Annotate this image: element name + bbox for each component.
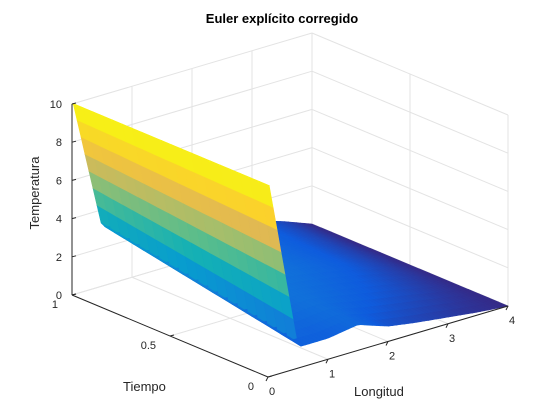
y-tick-mark bbox=[505, 305, 509, 311]
z-axis-label: Temperatura bbox=[27, 156, 42, 230]
z-tick-mark bbox=[71, 255, 77, 258]
z-tick-label: 10 bbox=[50, 99, 62, 111]
x-tick-mark bbox=[267, 375, 273, 378]
z-tick-label: 0 bbox=[56, 290, 62, 302]
grid-line bbox=[71, 32, 313, 105]
z-tick-label: 6 bbox=[56, 175, 62, 187]
grid-line bbox=[311, 32, 509, 116]
x-tick-mark bbox=[169, 334, 175, 337]
y-tick-mark bbox=[325, 359, 329, 364]
y-tick-mark bbox=[265, 376, 269, 382]
z-tick-mark bbox=[71, 178, 77, 181]
z-tick-mark bbox=[71, 293, 77, 296]
x-axis-label: Tiempo bbox=[123, 379, 166, 394]
z-tick-mark bbox=[71, 102, 77, 105]
z-tick-mark bbox=[71, 140, 77, 143]
x-tick-label: 0 bbox=[248, 381, 254, 393]
y-axis-label: Longitud bbox=[354, 384, 404, 399]
y-tick-mark bbox=[385, 341, 389, 346]
x-tick-label: 0.5 bbox=[141, 340, 156, 352]
z-tick-mark bbox=[71, 217, 77, 220]
z-tick-label: 4 bbox=[56, 214, 62, 226]
z-tick-label: 2 bbox=[56, 252, 62, 264]
y-tick-label: 2 bbox=[389, 351, 395, 363]
axis-lines bbox=[71, 102, 509, 382]
grid-line bbox=[311, 147, 509, 231]
y-tick-label: 4 bbox=[509, 315, 515, 327]
y-tick-label: 0 bbox=[269, 386, 275, 398]
grid-line bbox=[311, 70, 509, 154]
grid-line bbox=[131, 276, 329, 360]
surface-mesh bbox=[71, 103, 510, 347]
x-tick-label: 1 bbox=[52, 299, 58, 311]
y-tick-label: 1 bbox=[329, 368, 335, 380]
y-tick-label: 3 bbox=[449, 333, 455, 345]
z-tick-label: 8 bbox=[56, 137, 62, 149]
chart-title: Euler explícito corregido bbox=[206, 11, 358, 26]
y-tick-mark bbox=[445, 323, 449, 328]
grid-line bbox=[311, 108, 509, 192]
grid-line bbox=[311, 185, 509, 269]
